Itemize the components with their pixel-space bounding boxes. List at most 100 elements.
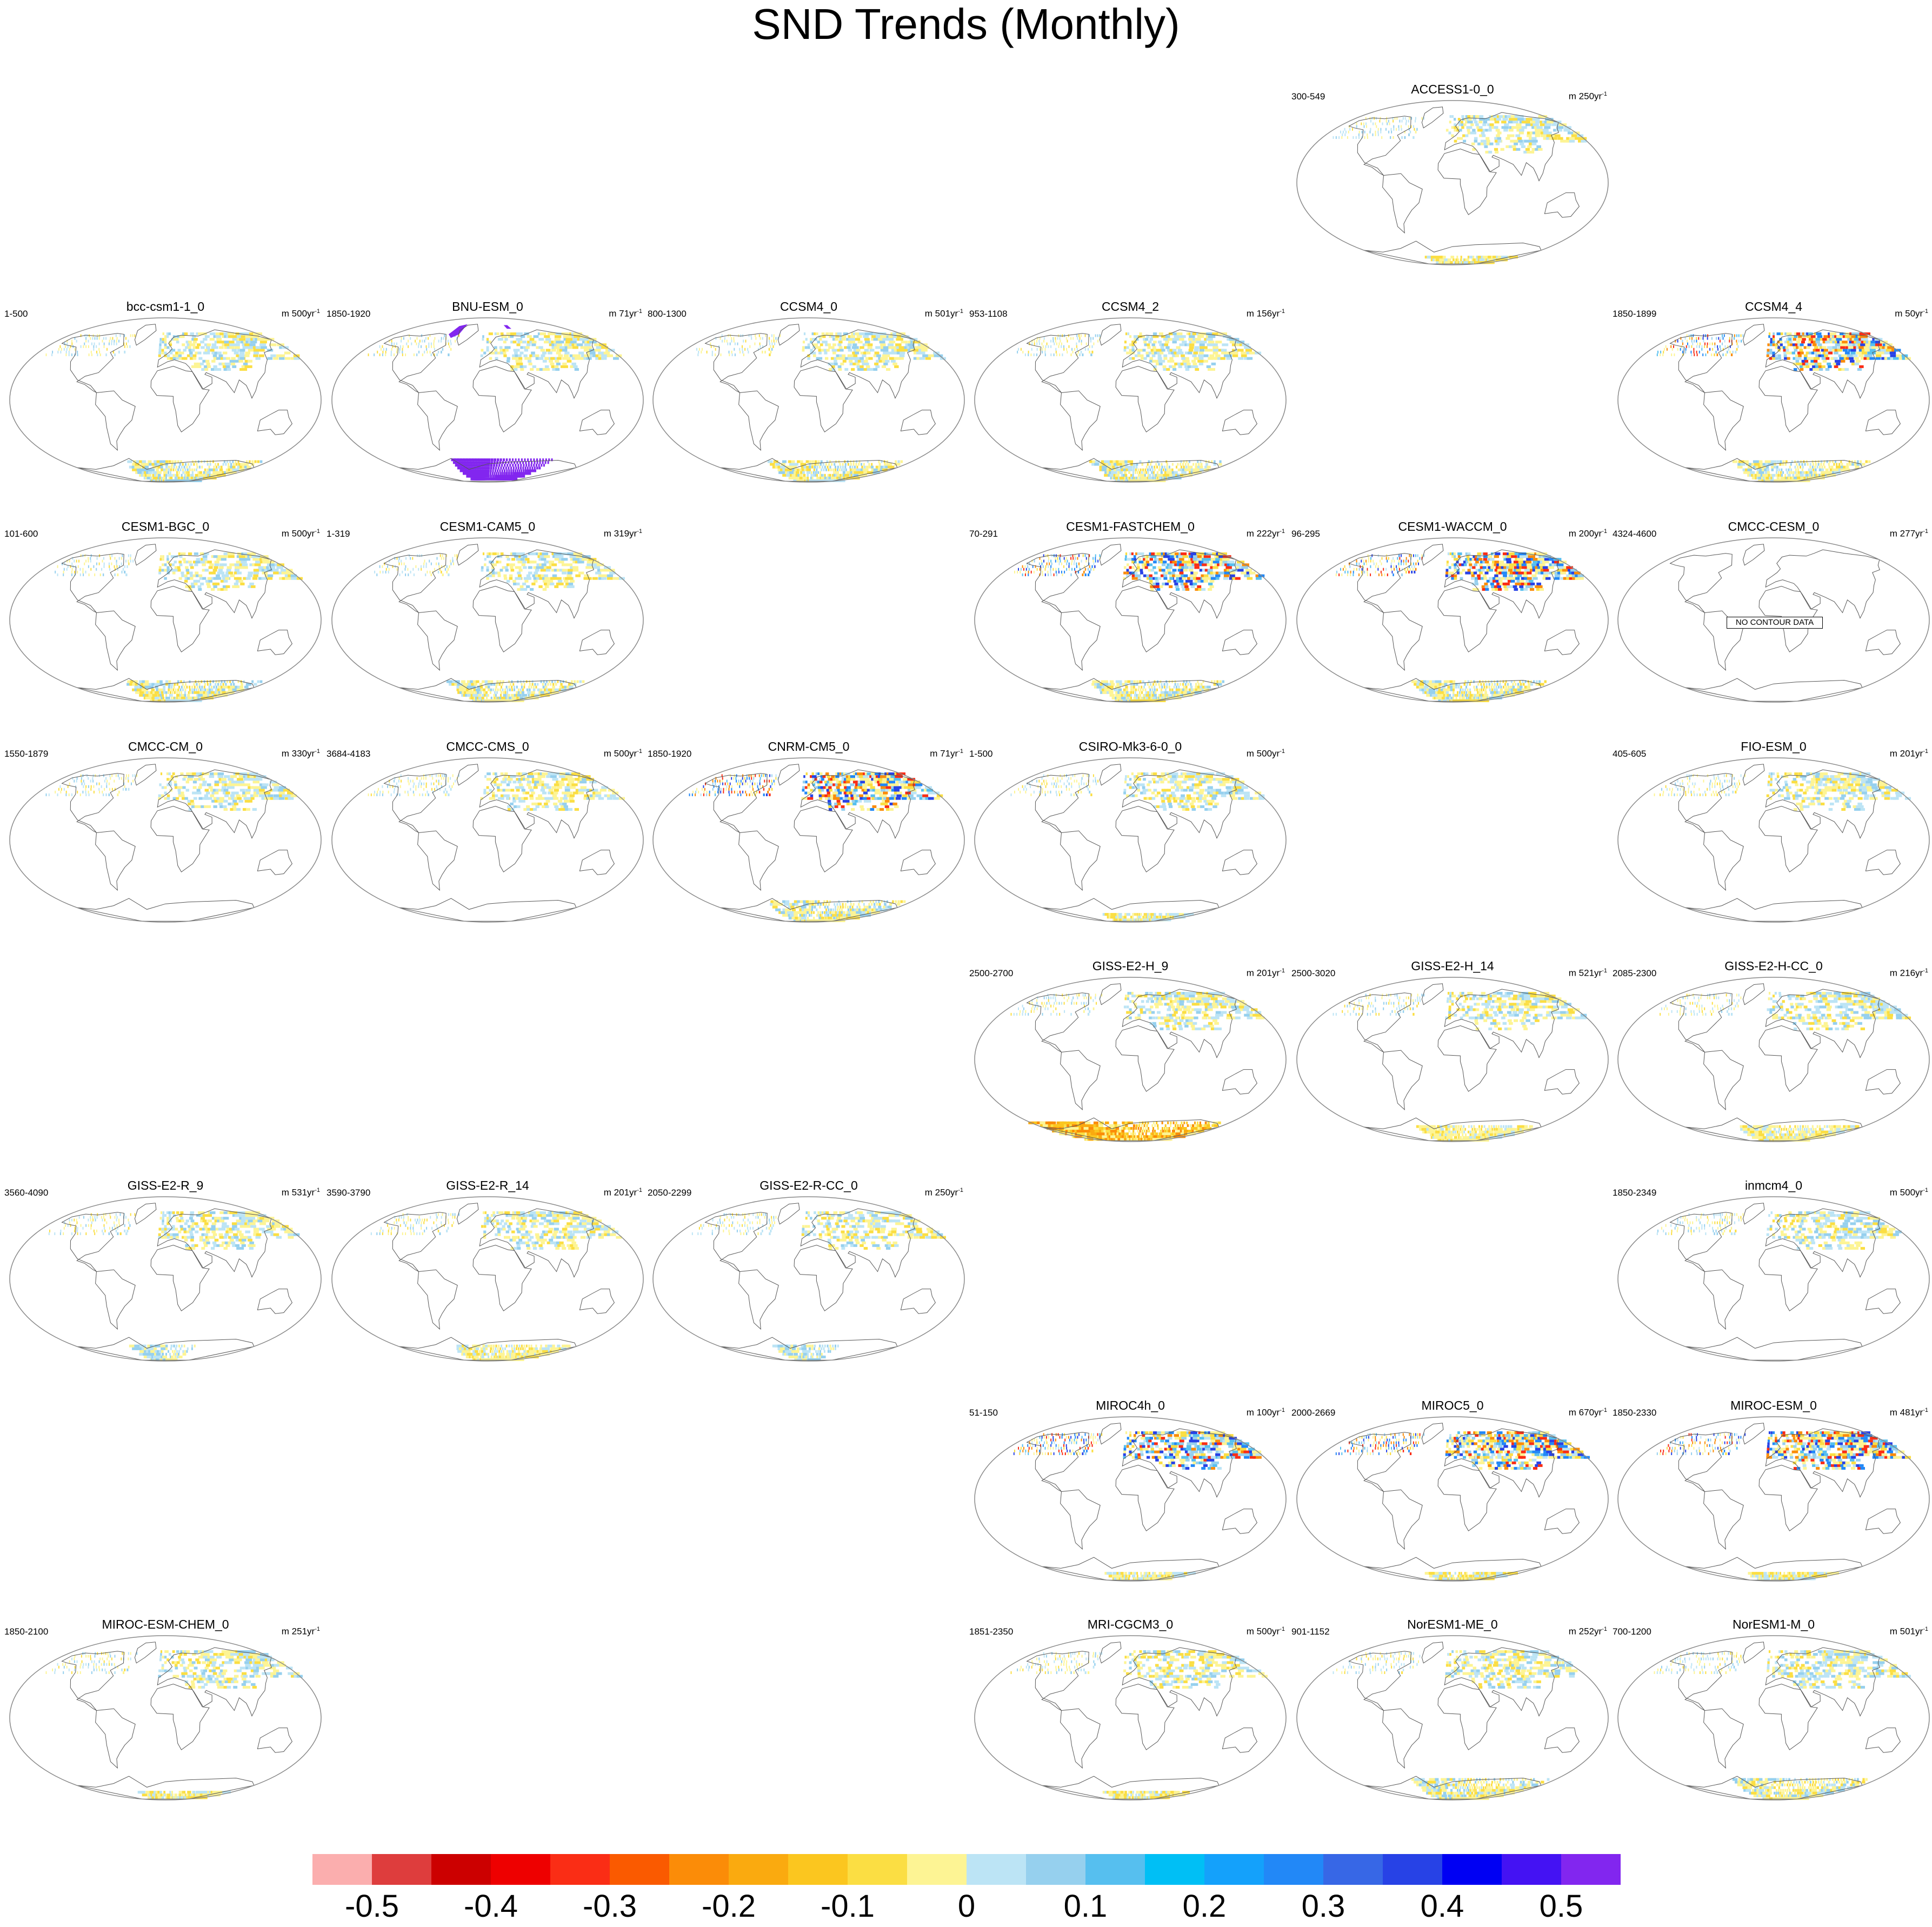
colorbar-box: [1561, 1854, 1621, 1885]
map-panel: CMCC-CESM_0 4324-4600 m 277yr-1 NO CONTOUR …: [1613, 519, 1932, 709]
units-exponent: -1: [1923, 748, 1928, 755]
coastline-antarctica: [1684, 1337, 1863, 1361]
snow-trend-field: [48, 1211, 300, 1250]
coastline-africa: [1115, 805, 1175, 872]
coastline-greenland: [1099, 983, 1122, 1005]
coastline-europe-asia: [800, 769, 915, 839]
snow-trend-field: [1333, 1650, 1578, 1689]
units-exponent: -1: [1280, 748, 1285, 755]
colorbar-tick-label: 0.2: [1182, 1889, 1227, 1924]
panel-units-text: m 500yr: [1246, 748, 1280, 759]
map-panel: CNRM-CM5_0 1850-1920 m 71yr-1: [648, 739, 970, 929]
map-panel: CESM1-WACCM_0 96-295 m 200yr-1: [1291, 519, 1614, 709]
map-panel: NorESM1-M_0 700-1200 m 501yr-1: [1613, 1617, 1932, 1806]
panel-units-text: m 250yr: [924, 1187, 958, 1198]
antarctic-trend-field: [1089, 460, 1222, 482]
snow-trend-field: [1010, 992, 1265, 1030]
colorbar-box: [669, 1854, 729, 1885]
coastline-greenland: [134, 1642, 157, 1664]
robinson-map: [652, 1196, 965, 1362]
coastline-greenland: [1742, 764, 1765, 786]
panel-title: CSIRO-Mk3-6-0_0: [1078, 739, 1182, 754]
coastline-antarctica: [1363, 678, 1542, 702]
coastline-north-america: [1026, 333, 1089, 393]
colorbar-box: [729, 1854, 788, 1885]
coastline-australia: [1865, 850, 1901, 875]
panel-units-text: m 201yr: [1246, 968, 1280, 978]
coastline-greenland: [456, 544, 479, 566]
panel-units-text: m 330yr: [281, 748, 315, 759]
colorbar-box: [1264, 1854, 1323, 1885]
map-panel: CMCC-CMS_0 3684-4183 m 500yr-1: [327, 739, 649, 929]
panel-year-range: 1-500: [969, 749, 993, 759]
snow-trend-field: [45, 332, 300, 371]
panel-year-range: 2085-2300: [1613, 968, 1657, 978]
coastline-north-america: [1026, 992, 1089, 1052]
panel-title: GISS-E2-H-CC_0: [1724, 959, 1823, 973]
units-exponent: -1: [1602, 91, 1607, 97]
units-exponent: -1: [637, 748, 642, 755]
snow-trend-field: [691, 1211, 946, 1250]
robinson-map: [1296, 1635, 1609, 1801]
coastline-antarctica: [1363, 241, 1542, 264]
coastline-south-america: [95, 1269, 136, 1330]
panel-units: m 222yr-1: [1247, 526, 1285, 539]
map-border: [9, 1196, 322, 1362]
map-panel: GISS-E2-R_14 3590-3790 m 201yr-1: [327, 1178, 649, 1368]
coastline-antarctica: [1363, 1117, 1542, 1141]
panel-title: CCSM4_4: [1744, 299, 1803, 314]
coastline-europe-asia: [1444, 1428, 1559, 1498]
map-border: [9, 1635, 322, 1801]
map-border: [974, 1416, 1287, 1582]
panel-units: m 500yr-1: [282, 306, 320, 319]
coastline-south-america: [95, 390, 136, 451]
panel-units: m 71yr-1: [930, 746, 963, 759]
map-border: [331, 537, 644, 703]
map-panel: CMCC-CM_0 1550-1879 m 330yr-1: [4, 739, 327, 929]
coastline-australia: [1222, 1069, 1257, 1095]
coastline-australia: [1865, 1069, 1901, 1095]
units-exponent: -1: [1602, 968, 1607, 974]
map-panel: CSIRO-Mk3-6-0_0 1-500 m 500yr-1: [969, 739, 1291, 929]
coastline-south-america: [95, 830, 136, 891]
coastline-south-america: [417, 390, 458, 451]
robinson-map: [1296, 1416, 1609, 1582]
robinson-map: [974, 1635, 1287, 1801]
snow-trend-field: [368, 324, 622, 371]
coastline-antarctica: [76, 898, 255, 922]
colorbar-box: [907, 1854, 967, 1885]
colorbar-tick-label: -0.4: [464, 1889, 518, 1924]
coastline-africa: [150, 1244, 210, 1311]
panel-title: GISS-E2-H_9: [1092, 959, 1169, 973]
coastline-greenland: [456, 1203, 479, 1225]
map-border: [1296, 100, 1609, 265]
coastline-australia: [257, 1289, 292, 1314]
units-exponent: -1: [1923, 528, 1928, 535]
coastline-south-america: [1703, 1269, 1744, 1330]
antarctic-trend-field: [1740, 1125, 1860, 1142]
panel-units: m 201yr-1: [604, 1185, 642, 1198]
panel-year-range: 1850-2330: [1613, 1408, 1657, 1418]
units-exponent: -1: [958, 1187, 963, 1193]
coastline-north-america: [383, 553, 447, 613]
coastline-africa: [1115, 1683, 1175, 1750]
antarctic-trend-field: [1411, 680, 1547, 702]
coastline-greenland: [777, 324, 800, 346]
coastline-antarctica: [1363, 1776, 1542, 1799]
map-border: [331, 757, 644, 923]
panel-units: m 100yr-1: [1247, 1405, 1285, 1418]
panel-units: m 251yr-1: [282, 1624, 320, 1637]
map-panel: CCSM4_4 1850-1899 m 50yr-1: [1613, 299, 1932, 489]
no-contour-data-label: NO CONTOUR DATA: [1727, 617, 1823, 629]
coastline-south-america: [417, 610, 458, 671]
panel-year-range: 1850-2349: [1613, 1188, 1657, 1198]
units-exponent: -1: [1280, 528, 1285, 535]
coastline-north-america: [1669, 333, 1733, 393]
coastline-north-america: [1348, 553, 1411, 613]
map-panel: MIROC-ESM_0 1850-2330 m 481yr-1: [1613, 1398, 1932, 1588]
coastline-europe-asia: [800, 1208, 915, 1278]
panel-units-text: m 50yr: [1895, 308, 1923, 319]
colorbar-box: [610, 1854, 669, 1885]
snow-trend-field: [689, 772, 943, 811]
units-exponent: -1: [1280, 1407, 1285, 1413]
